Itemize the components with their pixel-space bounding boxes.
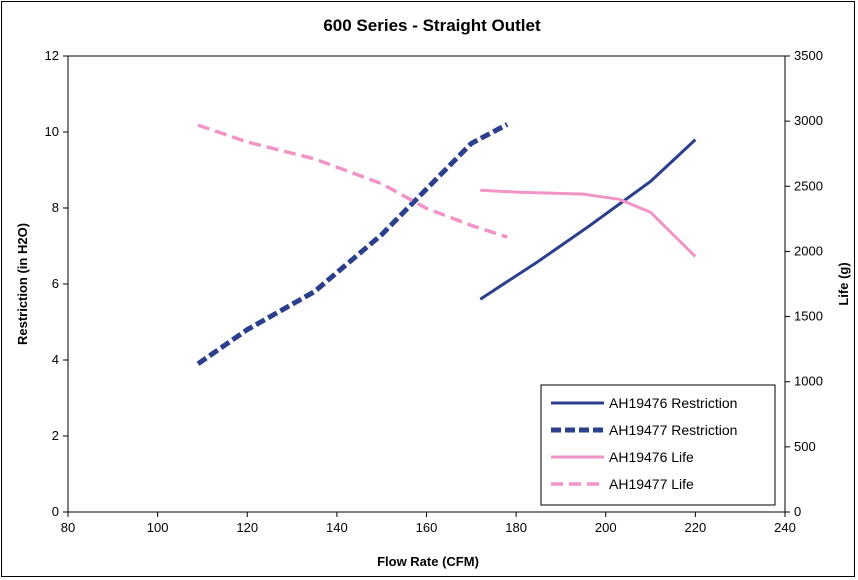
x-tick-label: 140 [326, 520, 348, 535]
y-tick-label: 4 [52, 352, 59, 367]
x-axis-title: Flow Rate (CFM) [377, 554, 479, 569]
y2-tick-label: 2500 [794, 178, 823, 193]
series-line-3 [197, 123, 508, 239]
legend-label-2: AH19476 Life [609, 449, 694, 465]
y-tick-label: 8 [52, 200, 59, 215]
y2-tick-label: 3000 [794, 113, 823, 128]
series-line-2 [480, 188, 697, 258]
legend-label-3: AH19477 Life [609, 476, 694, 492]
legend: AH19476 Restriction AH19477 Restriction AH… [540, 384, 776, 506]
y2-tick-label: 3500 [794, 48, 823, 63]
legend-label-1: AH19477 Restriction [609, 422, 737, 438]
y2-tick-label: 1500 [794, 309, 823, 324]
x-tick-label: 160 [416, 520, 438, 535]
chart-title: 600 Series - Straight Outlet [323, 16, 541, 35]
x-tick-label: 220 [685, 520, 707, 535]
x-tick-label: 120 [236, 520, 258, 535]
y-tick-label: 10 [45, 124, 59, 139]
y2-axis-title: Life (g) [836, 262, 851, 305]
x-tick-label: 100 [147, 520, 169, 535]
y-tick-label: 12 [45, 48, 59, 63]
y-tick-label: 0 [52, 504, 59, 519]
x-tick-label: 80 [61, 520, 75, 535]
series-line-1 [196, 122, 509, 366]
y-tick-label: 2 [52, 428, 59, 443]
legend-label-0: AH19476 Restriction [609, 395, 737, 411]
y2-tick-label: 500 [794, 439, 816, 454]
y-tick-label: 6 [52, 276, 59, 291]
x-tick-label: 200 [595, 520, 617, 535]
series-line-0 [479, 138, 697, 301]
y2-tick-label: 2000 [794, 243, 823, 258]
x-tick-label: 180 [505, 520, 527, 535]
x-tick-label: 240 [774, 520, 796, 535]
y-axis-title: Restriction (in H2O) [15, 223, 30, 345]
y2-tick-label: 0 [794, 504, 801, 519]
y2-tick-label: 1000 [794, 374, 823, 389]
